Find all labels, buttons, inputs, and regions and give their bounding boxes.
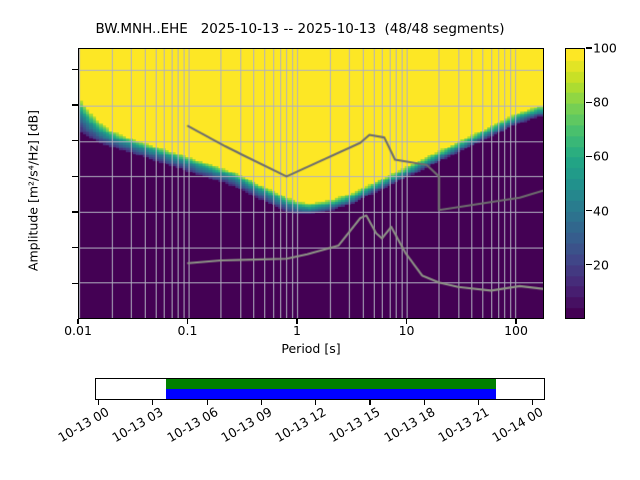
data-coverage-timeline[interactable] [95, 378, 545, 400]
y-axis-tick-mark [71, 68, 78, 70]
x-axis-tick-mark [186, 319, 189, 324]
timeline-tick-mark [315, 400, 317, 405]
colorbar-tick-mark [585, 101, 592, 103]
timeline-tick-mark [206, 400, 208, 405]
y-axis-tick-mark [71, 104, 78, 106]
y-axis-label: Amplitude [m²/s⁴/Hz] [dB] [25, 109, 41, 272]
timeline-tick-label: 10-13 12 [272, 404, 329, 446]
x-axis-tick-mark [515, 319, 517, 324]
y-axis-tick-mark [71, 247, 78, 249]
colorbar-gradient [566, 49, 584, 318]
timeline-tick-label: 10-13 18 [381, 404, 438, 446]
timeline-tick-label: 10-13 15 [326, 404, 383, 446]
timeline-tick-mark [369, 400, 371, 405]
coverage-bar-top [165, 379, 497, 389]
colorbar-tick-label: 60 [593, 148, 609, 164]
x-axis-tick-label: 0.01 [64, 323, 92, 338]
timeline-tick-label: 10-13 09 [218, 404, 275, 446]
timeline-tick-mark [532, 400, 534, 405]
timeline-tick-mark [152, 400, 154, 405]
x-axis-tick-label: 10 [398, 323, 415, 338]
ppsd-plot-area[interactable] [78, 48, 544, 319]
timeline-tick-label: 10-14 00 [489, 404, 546, 446]
timeline-tick-label: 10-13 00 [55, 404, 112, 446]
x-axis-tick-mark [405, 319, 408, 324]
colorbar-tick-mark [585, 155, 592, 157]
y-axis-tick-mark [71, 211, 78, 213]
coverage-bar-bottom [165, 389, 497, 399]
colorbar-tick-mark [585, 264, 592, 266]
timeline-tick-mark [98, 400, 100, 405]
colorbar-tick-mark [585, 47, 592, 49]
colorbar-tick-mark [585, 210, 592, 212]
x-axis-tick-label: 0.1 [177, 323, 198, 338]
coverage-segment [165, 379, 497, 399]
y-axis-tick-mark [71, 282, 78, 284]
x-axis-tick-mark [77, 319, 79, 324]
colorbar[interactable] [565, 48, 585, 319]
x-axis-label: Period [s] [281, 341, 341, 356]
x-axis-tick-mark [296, 319, 298, 324]
colorbar-tick-label: 80 [593, 94, 609, 110]
x-axis-tick-label: 1 [293, 323, 301, 338]
peterson-noise-model-curves [79, 49, 543, 318]
y-axis-tick-mark [71, 175, 78, 177]
x-axis-tick-label: 100 [504, 323, 528, 338]
timeline-tick-label: 10-13 03 [109, 404, 166, 446]
colorbar-tick-label: 40 [593, 203, 609, 219]
colorbar-tick-label: 20 [593, 257, 609, 273]
timeline-tick-mark [260, 400, 262, 405]
timeline-tick-label: 10-13 21 [435, 404, 492, 446]
timeline-tick-mark [477, 400, 480, 405]
timeline-tick-mark [423, 400, 425, 405]
timeline-tick-label: 10-13 06 [163, 404, 221, 446]
colorbar-tick-label: 100 [593, 40, 617, 56]
y-axis-tick-mark [71, 140, 78, 142]
page-title: BW.MNH..EHE 2025-10-13 -- 2025-10-13 (48… [95, 21, 505, 37]
